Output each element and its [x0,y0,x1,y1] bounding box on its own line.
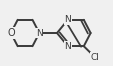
Text: Cl: Cl [90,53,99,62]
Text: N: N [36,29,42,37]
Text: N: N [64,15,71,24]
Text: N: N [64,42,71,51]
Text: O: O [7,28,14,38]
